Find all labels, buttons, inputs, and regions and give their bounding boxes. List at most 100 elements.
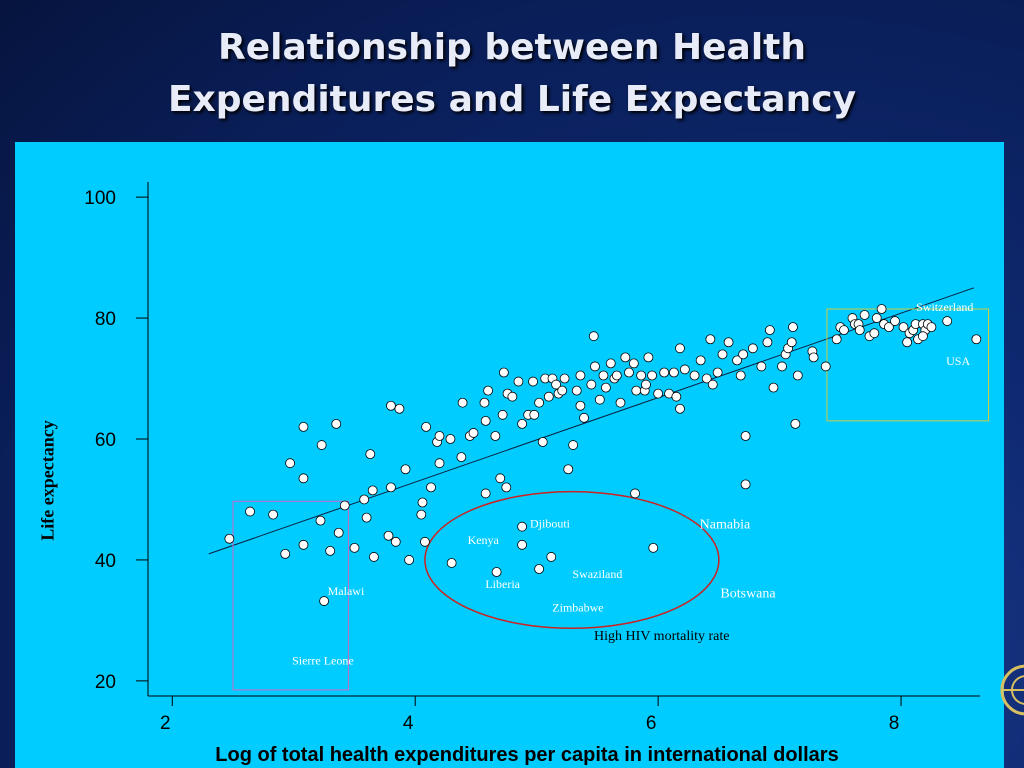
data-point bbox=[339, 500, 350, 511]
data-point bbox=[400, 464, 411, 475]
data-point bbox=[349, 542, 360, 553]
data-point bbox=[386, 400, 396, 411]
data-point bbox=[701, 373, 712, 384]
data-point bbox=[854, 325, 865, 336]
data-point bbox=[575, 370, 586, 381]
data-point bbox=[359, 494, 370, 505]
data-point bbox=[559, 373, 570, 384]
data-point bbox=[386, 482, 396, 493]
data-point bbox=[859, 310, 870, 320]
data-point bbox=[669, 367, 679, 378]
data-point bbox=[224, 533, 235, 544]
data-point bbox=[316, 440, 327, 450]
data-point bbox=[404, 555, 415, 565]
data-point bbox=[792, 370, 803, 381]
data-point bbox=[876, 304, 887, 314]
data-point bbox=[568, 440, 579, 450]
data-point bbox=[679, 364, 690, 375]
data-point bbox=[898, 322, 909, 333]
data-point bbox=[756, 361, 767, 372]
data-point bbox=[361, 512, 372, 523]
data-point bbox=[245, 506, 255, 517]
data-point bbox=[747, 343, 758, 354]
point-annotation: Djibouti bbox=[530, 516, 571, 530]
data-point bbox=[495, 473, 506, 484]
data-point bbox=[501, 482, 512, 493]
data-point bbox=[369, 552, 379, 562]
y-tick-label: 40 bbox=[95, 551, 116, 572]
data-point bbox=[624, 367, 634, 378]
point-annotation: USA bbox=[946, 354, 970, 368]
data-point bbox=[434, 431, 445, 441]
data-point bbox=[786, 337, 797, 348]
data-point bbox=[740, 431, 751, 441]
data-point bbox=[480, 488, 491, 499]
data-point bbox=[611, 370, 622, 381]
data-point bbox=[383, 530, 394, 541]
data-point bbox=[884, 322, 894, 333]
data-point bbox=[529, 409, 540, 420]
data-point bbox=[732, 355, 742, 366]
data-point bbox=[788, 322, 798, 333]
data-point bbox=[707, 379, 718, 390]
data-point bbox=[563, 464, 574, 475]
data-point bbox=[491, 567, 502, 577]
point-annotation: Swaziland bbox=[572, 567, 622, 581]
slide-title: Relationship between Health Expenditures… bbox=[0, 22, 1024, 126]
data-point bbox=[528, 376, 538, 387]
data-point bbox=[365, 449, 376, 460]
data-point bbox=[631, 385, 642, 396]
x-tick-label: 4 bbox=[403, 713, 414, 734]
data-point bbox=[285, 458, 296, 469]
data-point bbox=[831, 334, 842, 345]
data-point bbox=[421, 422, 432, 432]
data-point bbox=[768, 382, 779, 393]
slide-title-line-2: Expenditures and Life Expectancy bbox=[167, 79, 857, 120]
data-point bbox=[513, 376, 524, 387]
data-point bbox=[641, 379, 651, 390]
data-point bbox=[394, 403, 405, 414]
y-tick-label: 100 bbox=[84, 188, 116, 209]
data-point bbox=[497, 409, 508, 420]
data-point bbox=[319, 596, 330, 606]
x-axis-label: Log of total health expenditures per cap… bbox=[215, 744, 839, 766]
data-point bbox=[790, 418, 801, 429]
data-point bbox=[735, 370, 746, 381]
data-point bbox=[480, 415, 491, 426]
data-point bbox=[653, 388, 664, 399]
data-point bbox=[705, 334, 716, 345]
y-tick-label: 80 bbox=[95, 309, 116, 330]
data-point bbox=[643, 352, 654, 363]
data-point bbox=[871, 313, 882, 323]
data-point bbox=[333, 527, 344, 538]
point-annotation: Zimbabwe bbox=[552, 600, 603, 614]
data-point bbox=[483, 385, 493, 396]
data-point bbox=[971, 334, 982, 345]
data-point bbox=[331, 418, 342, 429]
data-point bbox=[630, 488, 640, 499]
data-point bbox=[479, 397, 490, 408]
data-point bbox=[446, 558, 457, 568]
data-point bbox=[615, 397, 626, 408]
data-point bbox=[517, 539, 527, 550]
data-point bbox=[647, 370, 657, 381]
data-point bbox=[808, 352, 819, 363]
x-tick-label: 6 bbox=[646, 713, 657, 734]
data-point bbox=[620, 352, 631, 363]
data-point bbox=[659, 367, 670, 378]
data-point bbox=[648, 542, 659, 553]
data-point bbox=[675, 403, 685, 414]
data-point bbox=[942, 316, 953, 326]
data-point bbox=[588, 331, 599, 342]
y-axis-label: Life expectancy bbox=[37, 420, 58, 541]
emblem-logo bbox=[996, 660, 1024, 730]
data-point bbox=[490, 431, 501, 441]
data-point bbox=[268, 509, 279, 520]
point-annotation: Namabia bbox=[700, 517, 751, 532]
point-annotation: Malawi bbox=[328, 584, 365, 598]
data-point bbox=[298, 539, 309, 550]
point-annotation: Liberia bbox=[485, 577, 520, 591]
point-annotation: High HIV mortality rate bbox=[594, 629, 729, 644]
data-point bbox=[571, 385, 582, 396]
hiv-ellipse bbox=[424, 490, 720, 630]
